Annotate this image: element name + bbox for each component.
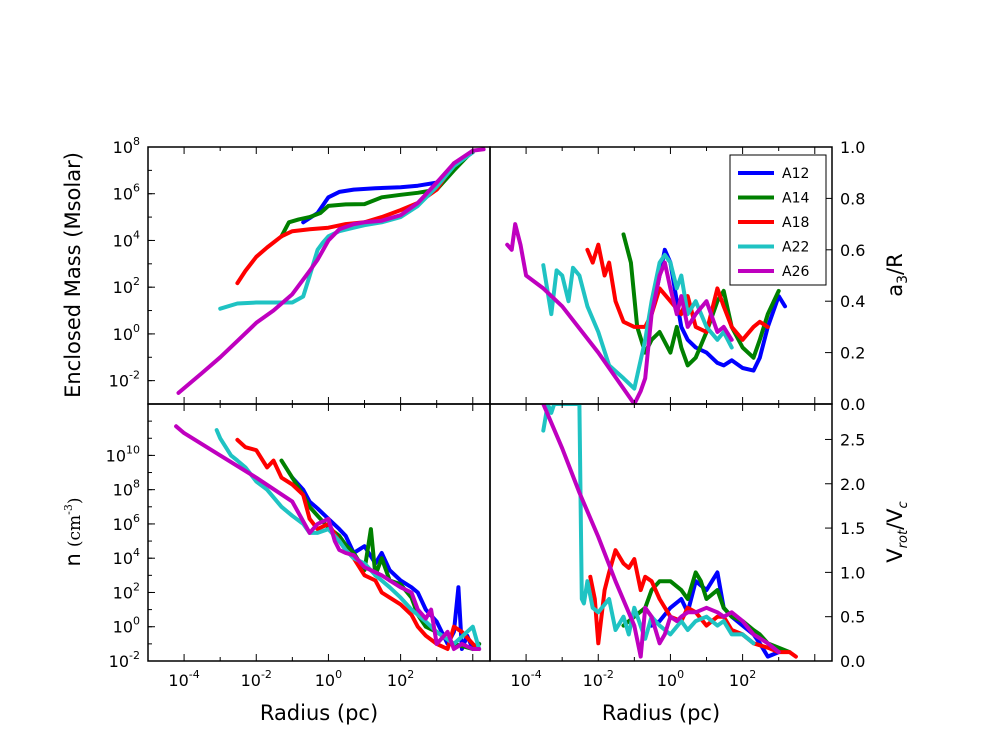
rotation-ratio-ylabel-sub2: c (896, 501, 911, 508)
a3-ratio-ytick-label: 0.6 (840, 241, 865, 260)
number-density-xlabel: Radius (pc) (260, 701, 378, 725)
rotation-ratio-panel: 0.0 0.5 1.0 1.5 2.0 2.5 10-4 10-2 100 102 (489, 403, 865, 690)
rotation-ratio-series-a22 (541, 404, 756, 646)
enclosed-mass-ytick-label: 108 (113, 135, 140, 157)
number-density-ytick-label: 100 (113, 615, 140, 637)
number-density-ytick-label: 108 (113, 478, 140, 500)
enclosed-mass-series-a26 (176, 147, 486, 395)
enclosed-mass-series-a22 (218, 150, 475, 311)
a3-ratio-panel: 0.0 0.2 0.4 0.6 0.8 1.0 A12 A14 A18 A22 A26 (489, 138, 865, 414)
a3-ratio-ylabel-sub: 3 (895, 275, 911, 284)
enclosed-mass-ytick-label: 102 (113, 275, 140, 297)
a3-ratio-ytick-label: 0.0 (840, 395, 865, 414)
enclosed-mass-ytick-label: 10-2 (109, 369, 140, 391)
enclosed-mass-ytick-label: 104 (113, 228, 140, 250)
rotation-ratio-ytick-label: 0.0 (840, 652, 865, 671)
number-density-series-a26 (174, 424, 482, 651)
number-density-ylabel-units: (cm (65, 515, 85, 547)
number-density-ylabel-close: ) (65, 498, 85, 505)
enclosed-mass-ytick-label: 106 (113, 182, 140, 204)
enclosed-mass-ylabel: Enclosed Mass (Msolar) (61, 152, 85, 398)
rotation-ratio-frame (489, 403, 833, 662)
number-density-ytick-label: 106 (113, 512, 140, 534)
a3-ratio-ylabel-main: a (883, 284, 907, 297)
rotation-ratio-ytick-label: 1.5 (840, 519, 865, 538)
number-density-panel: 10-2 100 102 104 106 108 1010 10-4 10-2 100 102 (106, 403, 491, 690)
rotation-ratio-series-a12 (649, 570, 781, 659)
enclosed-mass-series-a12 (301, 150, 475, 225)
a3-ratio-ylabel-tail: /R (883, 253, 907, 275)
rotation-ratio-xlabel: Radius (pc) (602, 701, 720, 725)
a3-ratio-series-a26 (505, 222, 734, 404)
rotation-ratio-ytick-label: 2.5 (840, 430, 865, 449)
a3-ratio-ylabel: a3/R (883, 253, 911, 296)
rotation-ratio-xtick-label: 10-2 (583, 668, 614, 690)
rotation-ratio-ylabel-mid: /V (883, 508, 907, 530)
enclosed-mass-ytick-label: 100 (113, 322, 140, 344)
number-density-ytick-label: 10-2 (109, 649, 140, 671)
number-density-xtick-label: 100 (315, 668, 342, 690)
legend-label-a22: A22 (782, 240, 809, 256)
rotation-ratio-ylabel: Vrot/Vc (883, 501, 911, 562)
rotation-ratio-ytick-label: 0.5 (840, 608, 865, 627)
rotation-ratio-ytick-label: 2.0 (840, 475, 865, 494)
number-density-xtick-label: 10-2 (241, 668, 272, 690)
number-density-ylabel: n (cm-3) (61, 498, 85, 567)
legend-label-a12: A12 (782, 166, 809, 182)
legend-label-a26: A26 (782, 264, 809, 280)
legend-label-a18: A18 (782, 215, 809, 231)
rotation-ratio-xtick-label: 100 (657, 668, 684, 690)
rotation-ratio-ytick-label: 1.0 (840, 563, 865, 582)
a3-ratio-series-a22 (541, 252, 734, 391)
legend-label-a14: A14 (782, 191, 809, 207)
rotation-ratio-ylabel-sub: rot (896, 529, 911, 548)
a3-ratio-legend: A12 A14 A18 A22 A26 (729, 154, 827, 286)
a3-ratio-ytick-label: 1.0 (840, 138, 865, 157)
a3-ratio-series-a18 (585, 242, 770, 342)
a3-ratio-ytick-label: 0.8 (840, 189, 865, 208)
a3-ratio-ytick-label: 0.2 (840, 344, 865, 363)
number-density-xtick-label: 102 (387, 668, 414, 690)
number-density-series-a18 (235, 437, 482, 651)
enclosed-mass-panel: 10-2 100 102 104 106 108 (109, 135, 491, 405)
number-density-ylabel-main: n (61, 553, 85, 566)
enclosed-mass-series-a18 (235, 150, 475, 286)
rotation-ratio-ylabel-main: V (883, 548, 907, 563)
rotation-ratio-xtick-label: 102 (729, 668, 756, 690)
number-density-ylabel-exp: -3 (62, 504, 75, 515)
a3-ratio-ytick-label: 0.4 (840, 292, 865, 311)
number-density-xtick-label: 10-4 (168, 668, 199, 690)
number-density-ytick-label: 1010 (106, 443, 140, 465)
rotation-ratio-xtick-label: 10-4 (510, 668, 541, 690)
number-density-ytick-label: 104 (113, 546, 140, 568)
number-density-ytick-label: 102 (113, 580, 140, 602)
number-density-series-a12 (290, 475, 482, 651)
rotation-ratio-series-a26 (541, 404, 781, 659)
